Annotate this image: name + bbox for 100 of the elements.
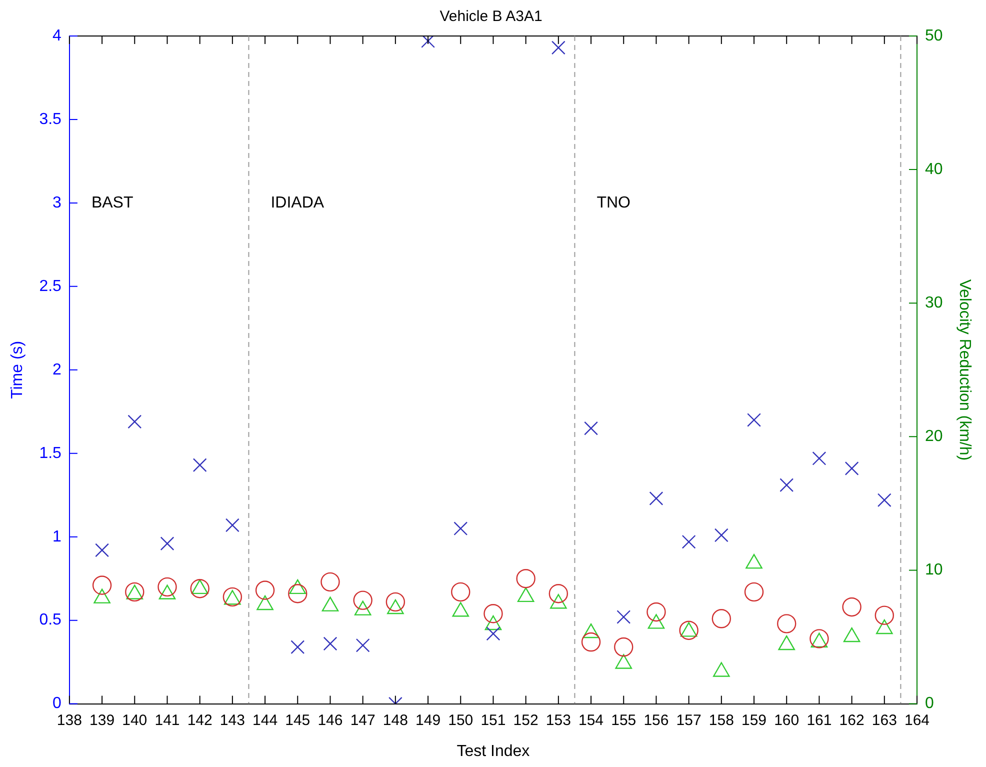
point [289,579,306,594]
point [780,478,794,492]
y-tick-label: 1 [52,528,62,546]
point [843,627,860,642]
point [646,602,666,622]
point [550,594,567,609]
point [354,600,372,616]
point [876,619,893,634]
x-tick-label: 139 [90,712,115,729]
y2-tick-label: 50 [925,27,943,44]
point [322,596,339,612]
point [451,582,470,602]
point [582,623,600,638]
point [551,40,566,55]
point [255,580,275,600]
y-tick-label: 2.5 [39,278,62,295]
x-tick-label: 150 [448,712,474,729]
point [581,632,601,652]
y2-tick-label: 40 [925,160,943,178]
x-tick-label: 152 [513,712,538,729]
chart-title: Vehicle B A3A1 [440,8,542,26]
x-tick-label: 149 [416,712,441,729]
x-tick-label: 143 [220,712,245,729]
x-tick-label: 146 [318,712,343,729]
point [584,421,598,436]
point [812,451,826,466]
point [353,590,372,610]
point [679,620,698,640]
point [649,491,664,506]
point [877,493,892,508]
point [454,522,468,536]
x-tick-label: 140 [122,712,148,729]
point [356,638,370,652]
x-tick-label: 144 [252,712,278,729]
point [714,528,728,542]
point [387,599,404,614]
point [192,458,207,472]
point [158,577,177,597]
point [874,606,894,625]
x-tick-label: 159 [741,712,767,729]
point [452,602,470,617]
annotation: TNO [596,194,630,212]
x-tick-label: 157 [676,712,702,729]
y2-tick-label: 10 [925,562,943,579]
y-tick-label: 4 [52,27,62,44]
point [386,592,406,612]
x-tick-label: 153 [546,712,571,729]
point [614,637,634,657]
point [95,543,110,558]
point [158,584,176,600]
annotation: IDIADA [270,194,324,212]
y2-axis-title: Velocity Reduction (km/h) [956,279,973,461]
point [486,626,500,641]
x-tick-label: 161 [806,712,832,729]
point [516,568,536,588]
y-tick-label: 0 [52,695,62,712]
point [484,604,503,624]
y2-tick-label: 0 [925,695,934,712]
point [517,587,534,602]
x-tick-label: 151 [480,712,506,729]
y-tick-label: 0.5 [39,612,62,629]
point [548,584,568,604]
x-tick-label: 158 [708,712,734,729]
point [323,636,338,651]
y-axis-title: Time (s) [9,340,26,399]
point [256,595,274,610]
point [484,615,502,630]
point [810,632,828,648]
point [713,662,730,677]
x-tick-label: 141 [154,712,180,729]
x-tick-label: 160 [774,712,800,729]
point [225,518,240,532]
point [421,36,435,48]
point [288,584,308,604]
point [190,579,210,598]
point [712,609,732,628]
point [160,536,174,550]
y2-tick-label: 30 [925,294,943,312]
y-tick-label: 1.5 [39,444,62,462]
x-tick-label: 148 [382,712,408,729]
x-tick-label: 138 [56,712,82,729]
x-tick-label: 147 [350,712,376,729]
point [746,554,762,569]
y-tick-label: 3.5 [39,110,62,128]
x-tick-label: 155 [611,712,636,729]
annotation: BAST [91,194,134,212]
point [648,614,665,629]
point [290,640,305,654]
point [778,635,796,650]
x-tick-label: 163 [872,712,897,729]
point [320,572,340,592]
point [128,414,142,429]
point [191,579,208,594]
point [92,576,112,595]
x-tick-label: 156 [644,712,669,729]
y-tick-label: 2 [52,361,62,378]
point [844,461,859,476]
point [682,534,696,549]
point [842,597,862,617]
y-tick-label: 3 [52,194,62,212]
